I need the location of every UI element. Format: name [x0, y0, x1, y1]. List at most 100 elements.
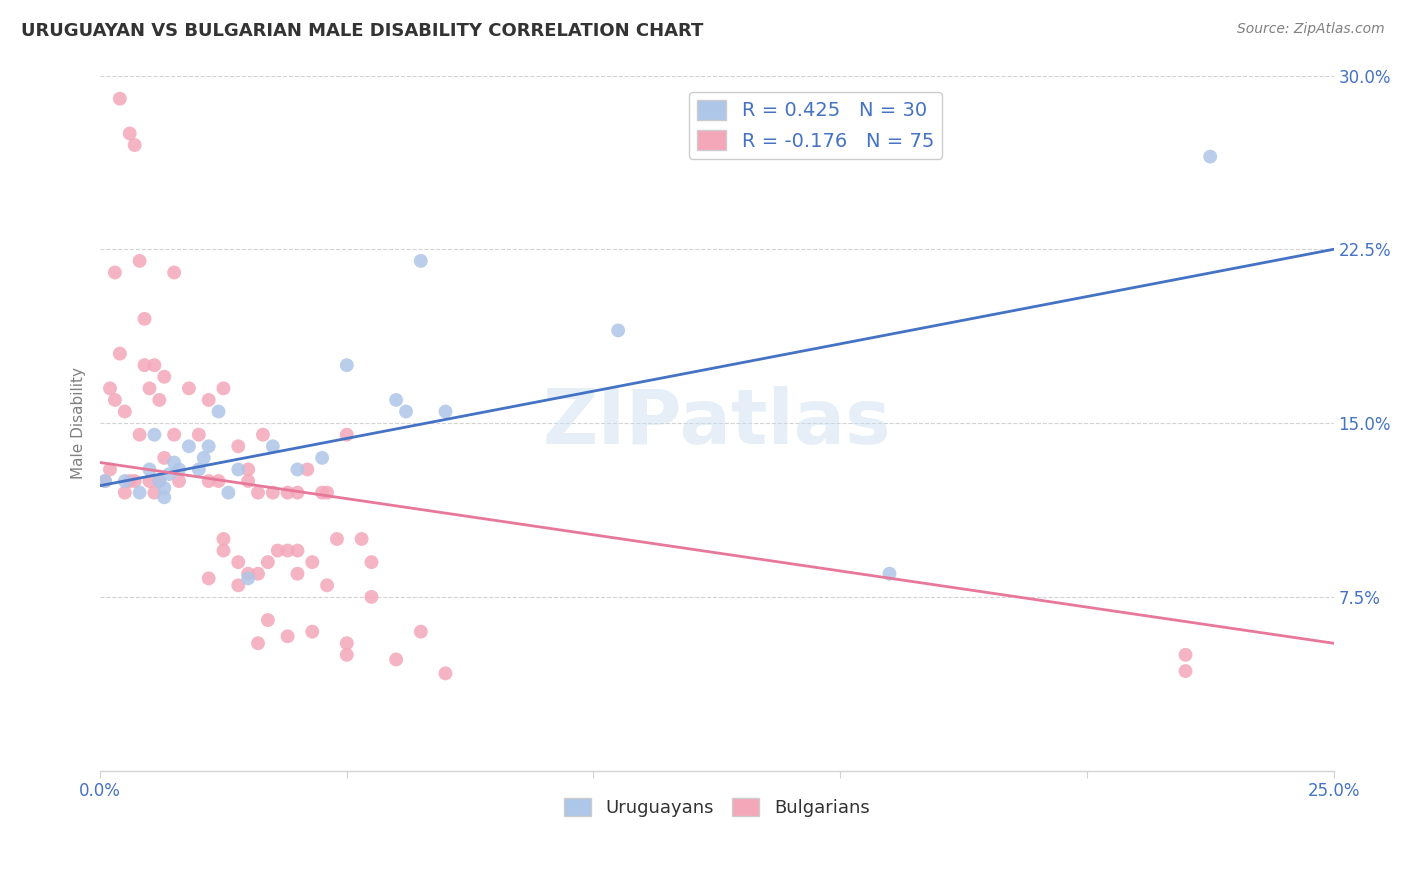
Point [409, 624, 432, 639]
Point [124, 474, 146, 488]
Point [177, 381, 200, 395]
Point [287, 462, 309, 476]
Point [98, 462, 121, 476]
Point [226, 578, 249, 592]
Point [326, 532, 349, 546]
Point [138, 474, 160, 488]
Point [148, 392, 170, 407]
Text: URUGUAYAN VS BULGARIAN MALE DISABILITY CORRELATION CHART: URUGUAYAN VS BULGARIAN MALE DISABILITY C… [21, 22, 703, 40]
Point [134, 358, 156, 372]
Point [187, 427, 209, 442]
Point [301, 624, 323, 639]
Point [287, 566, 309, 581]
Point [607, 323, 630, 337]
Point [197, 571, 219, 585]
Point [197, 474, 219, 488]
Point [217, 485, 239, 500]
Point [153, 450, 176, 465]
Point [212, 543, 235, 558]
Point [94, 474, 117, 488]
Point [252, 427, 274, 442]
Point [128, 427, 150, 442]
Point [236, 566, 259, 581]
Point [163, 455, 186, 469]
Point [108, 346, 131, 360]
Point [360, 555, 382, 569]
Point [277, 485, 299, 500]
Y-axis label: Male Disability: Male Disability [72, 368, 86, 479]
Point [409, 253, 432, 268]
Point [98, 381, 121, 395]
Point [138, 381, 160, 395]
Point [226, 439, 249, 453]
Point [138, 462, 160, 476]
Point [226, 462, 249, 476]
Point [1174, 664, 1197, 678]
Point [143, 427, 166, 442]
Point [118, 474, 141, 488]
Point [167, 474, 190, 488]
Point [1174, 648, 1197, 662]
Point [262, 485, 284, 500]
Point [157, 467, 180, 481]
Point [350, 532, 373, 546]
Point [385, 392, 408, 407]
Point [134, 311, 156, 326]
Point [197, 439, 219, 453]
Point [114, 404, 136, 418]
Point [104, 265, 127, 279]
Point [297, 462, 319, 476]
Point [236, 474, 259, 488]
Point [143, 358, 166, 372]
Point [262, 439, 284, 453]
Point [163, 427, 186, 442]
Point [108, 92, 131, 106]
Point [236, 462, 259, 476]
Point [277, 629, 299, 643]
Point [153, 369, 176, 384]
Point [287, 543, 309, 558]
Point [207, 404, 229, 418]
Point [94, 474, 117, 488]
Point [311, 485, 333, 500]
Point [124, 138, 146, 153]
Point [226, 555, 249, 569]
Point [267, 543, 290, 558]
Point [311, 450, 333, 465]
Point [143, 485, 166, 500]
Point [187, 462, 209, 476]
Point [336, 427, 359, 442]
Point [336, 358, 359, 372]
Point [336, 648, 359, 662]
Point [177, 439, 200, 453]
Point [277, 543, 299, 558]
Point [212, 381, 235, 395]
Text: ZIPatlas: ZIPatlas [543, 386, 891, 460]
Point [236, 571, 259, 585]
Point [247, 485, 270, 500]
Point [128, 485, 150, 500]
Point [360, 590, 382, 604]
Point [434, 666, 457, 681]
Point [114, 474, 136, 488]
Point [879, 566, 901, 581]
Point [336, 636, 359, 650]
Point [212, 532, 235, 546]
Legend: Uruguayans, Bulgarians: Uruguayans, Bulgarians [557, 790, 877, 824]
Point [197, 392, 219, 407]
Point [148, 474, 170, 488]
Point [247, 636, 270, 650]
Point [434, 404, 457, 418]
Point [114, 485, 136, 500]
Text: Source: ZipAtlas.com: Source: ZipAtlas.com [1237, 22, 1385, 37]
Point [301, 555, 323, 569]
Point [316, 578, 339, 592]
Point [257, 613, 280, 627]
Point [247, 566, 270, 581]
Point [148, 474, 170, 488]
Point [1199, 150, 1222, 164]
Point [153, 490, 176, 504]
Point [118, 127, 141, 141]
Point [128, 253, 150, 268]
Point [385, 652, 408, 666]
